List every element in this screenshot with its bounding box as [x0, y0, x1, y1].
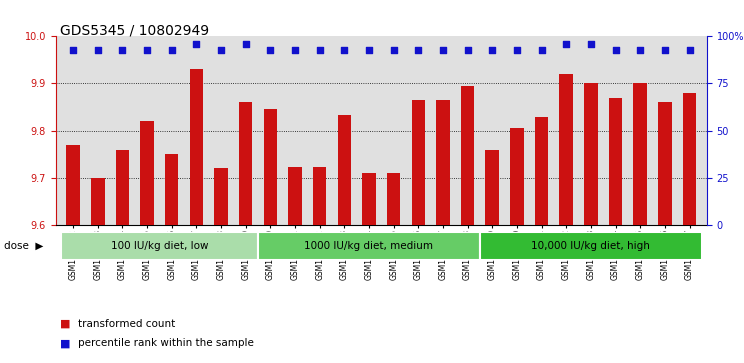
Point: [585, 41, 597, 47]
Point: [560, 41, 572, 47]
Bar: [683, 93, 696, 225]
Bar: [313, 167, 327, 225]
Text: ■: ■: [60, 338, 70, 348]
Bar: [165, 154, 179, 225]
Text: dose  ▶: dose ▶: [4, 241, 43, 251]
Point: [388, 46, 400, 52]
Point: [339, 46, 350, 52]
Bar: [387, 173, 400, 225]
Point: [511, 46, 523, 52]
Bar: [288, 167, 302, 225]
Text: percentile rank within the sample: percentile rank within the sample: [78, 338, 254, 348]
Point: [437, 46, 449, 52]
Point: [141, 46, 153, 52]
Bar: [411, 100, 425, 225]
Bar: [609, 98, 622, 225]
Point: [536, 46, 548, 52]
Point: [487, 46, 498, 52]
Bar: [141, 121, 154, 225]
Text: 100 IU/kg diet, low: 100 IU/kg diet, low: [111, 241, 208, 251]
Text: GDS5345 / 10802949: GDS5345 / 10802949: [60, 24, 208, 38]
Point: [190, 41, 202, 47]
Point: [289, 46, 301, 52]
Bar: [584, 83, 597, 225]
Bar: [91, 178, 104, 225]
Point: [166, 46, 178, 52]
Text: ■: ■: [60, 318, 70, 329]
Bar: [535, 117, 548, 225]
Point: [684, 46, 696, 52]
Point: [635, 46, 647, 52]
Bar: [510, 129, 524, 225]
Bar: [239, 102, 252, 225]
Text: 10,000 IU/kg diet, high: 10,000 IU/kg diet, high: [531, 241, 650, 251]
Point: [264, 46, 276, 52]
Point: [240, 41, 251, 47]
Bar: [362, 173, 376, 225]
Point: [609, 46, 621, 52]
Bar: [66, 145, 80, 225]
Point: [462, 46, 474, 52]
Point: [659, 46, 671, 52]
Point: [412, 46, 424, 52]
Point: [116, 46, 128, 52]
Text: transformed count: transformed count: [78, 318, 176, 329]
Bar: [559, 74, 573, 225]
Bar: [115, 150, 129, 225]
Bar: [190, 69, 203, 225]
Point: [215, 46, 227, 52]
Bar: [480, 232, 702, 260]
Point: [92, 46, 103, 52]
Bar: [658, 102, 672, 225]
Bar: [263, 110, 277, 225]
Bar: [461, 86, 475, 225]
Point: [67, 46, 79, 52]
Bar: [61, 232, 258, 260]
Point: [363, 46, 375, 52]
Bar: [214, 168, 228, 225]
Point: [314, 46, 326, 52]
Bar: [436, 100, 449, 225]
Bar: [633, 83, 647, 225]
Bar: [486, 150, 499, 225]
Bar: [338, 115, 351, 225]
Bar: [258, 232, 480, 260]
Text: 1000 IU/kg diet, medium: 1000 IU/kg diet, medium: [304, 241, 434, 251]
